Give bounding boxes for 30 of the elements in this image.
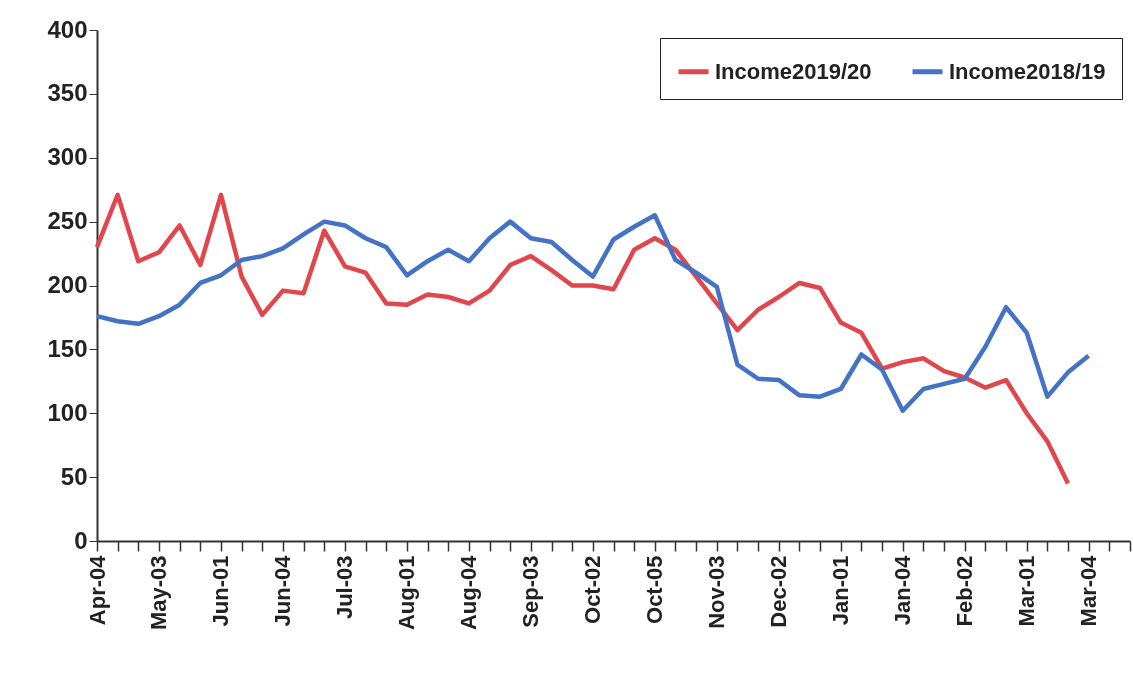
y-tick-label: 400 (47, 15, 88, 43)
x-tick-label: Jun-04 (270, 554, 296, 627)
x-tick-label: Aug-04 (456, 554, 482, 631)
y-tick-label: 50 (60, 462, 88, 490)
y-tick-label: 0 (74, 526, 88, 554)
x-tick-label: Jul-03 (332, 555, 358, 620)
legend-label: Income2019/20 (715, 58, 872, 84)
x-tick-label: Dec-02 (766, 555, 792, 628)
legend-label: Income2018/19 (949, 58, 1106, 84)
x-tick-label: Nov-03 (704, 555, 730, 629)
x-tick-label: Apr-04 (84, 554, 110, 626)
y-tick-label: 250 (47, 207, 88, 235)
line-series (94, 212, 1091, 413)
y-tick-label: 300 (47, 143, 88, 171)
x-tick-label: Oct-02 (580, 555, 606, 624)
x-tick-label: Feb-02 (952, 555, 978, 627)
line-series (94, 192, 1071, 486)
x-tick-label: Sep-03 (518, 555, 544, 628)
x-tick-label: Jan-01 (828, 555, 854, 626)
x-tick-label: Aug-01 (394, 555, 420, 631)
y-tick-label: 100 (47, 398, 88, 426)
y-tick-label: 200 (47, 271, 88, 298)
y-tick-label: 150 (47, 334, 88, 362)
x-tick-label: Jun-01 (208, 555, 234, 627)
x-tick-label: Jan-04 (890, 554, 916, 626)
y-tick-label: 350 (47, 79, 88, 107)
x-tick-label: Mar-01 (1014, 555, 1040, 627)
x-tick-label: May-03 (146, 555, 172, 631)
x-tick-label: Oct-05 (642, 555, 668, 624)
x-tick-label: Mar-04 (1076, 554, 1102, 627)
